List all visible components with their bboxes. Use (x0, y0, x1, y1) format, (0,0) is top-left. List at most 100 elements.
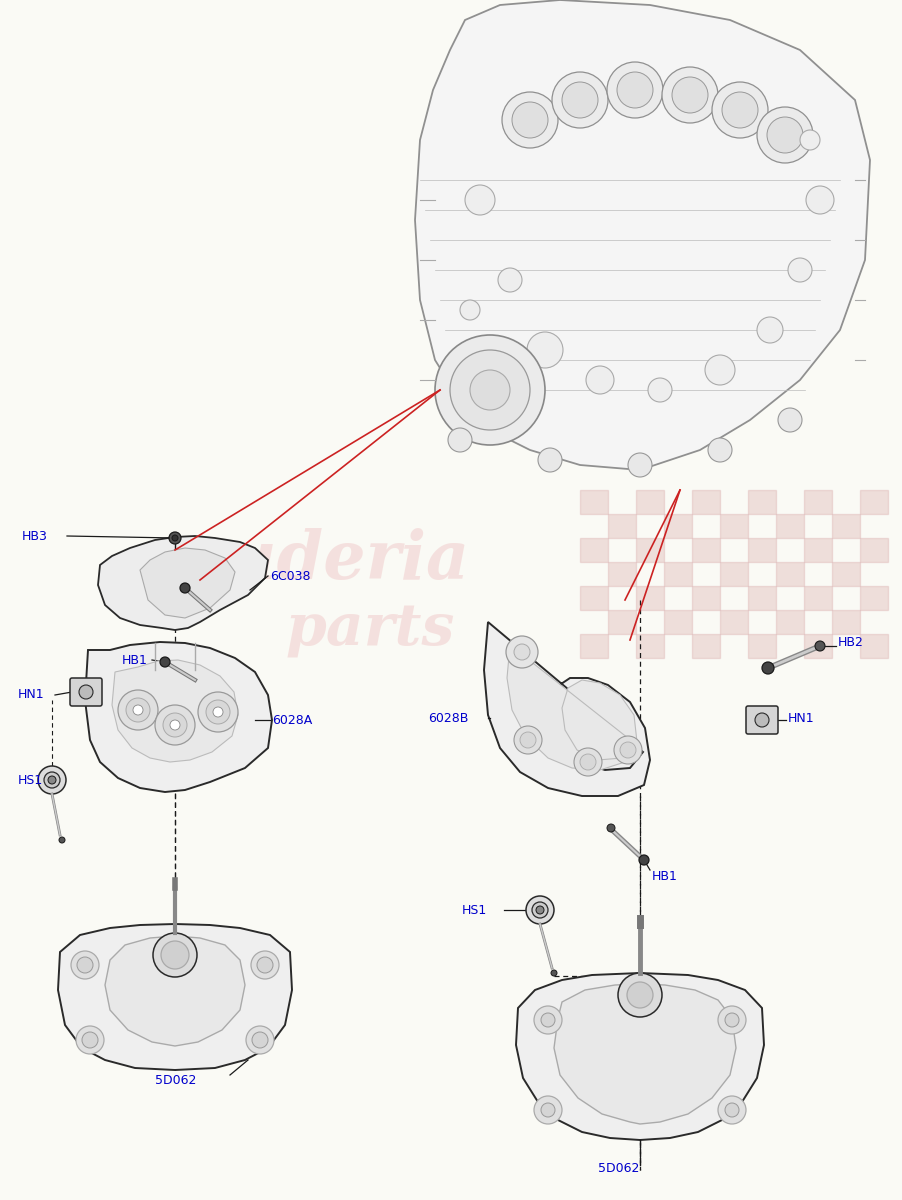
Circle shape (562, 82, 598, 118)
Circle shape (133, 704, 143, 715)
Circle shape (614, 736, 642, 764)
Circle shape (580, 754, 596, 770)
Circle shape (574, 748, 602, 776)
Bar (580, 634, 608, 658)
Bar (636, 586, 664, 610)
Text: 6028A: 6028A (272, 714, 312, 726)
Circle shape (206, 700, 230, 724)
Bar (664, 514, 692, 538)
Circle shape (470, 370, 510, 410)
Text: HS1: HS1 (18, 774, 43, 786)
Circle shape (512, 102, 548, 138)
Text: parts: parts (285, 601, 455, 659)
Circle shape (169, 532, 181, 544)
Circle shape (662, 67, 718, 122)
Circle shape (506, 636, 538, 668)
Circle shape (527, 332, 563, 368)
Circle shape (755, 713, 769, 727)
Circle shape (800, 130, 820, 150)
Circle shape (607, 824, 615, 832)
Bar (748, 586, 776, 610)
Bar (832, 610, 860, 634)
Circle shape (514, 644, 530, 660)
Text: HB1: HB1 (652, 870, 678, 882)
Circle shape (38, 766, 66, 794)
Circle shape (246, 1026, 274, 1054)
Polygon shape (58, 924, 292, 1070)
Circle shape (448, 428, 472, 452)
Circle shape (163, 713, 187, 737)
Bar (692, 490, 720, 514)
Circle shape (126, 698, 150, 722)
Circle shape (251, 950, 279, 979)
Circle shape (538, 448, 562, 472)
Bar (860, 490, 888, 514)
Circle shape (586, 366, 614, 394)
Circle shape (708, 438, 732, 462)
Circle shape (705, 355, 735, 385)
Bar (776, 610, 804, 634)
Polygon shape (415, 0, 870, 470)
Circle shape (672, 77, 708, 113)
Polygon shape (140, 548, 235, 618)
Circle shape (252, 1032, 268, 1048)
Text: HN1: HN1 (18, 689, 44, 702)
Circle shape (257, 958, 273, 973)
Bar (608, 610, 636, 634)
Circle shape (465, 185, 495, 215)
Circle shape (76, 1026, 104, 1054)
Circle shape (82, 1032, 98, 1048)
Circle shape (788, 258, 812, 282)
Bar (664, 562, 692, 586)
Circle shape (722, 92, 758, 128)
Polygon shape (507, 646, 637, 770)
Circle shape (77, 958, 93, 973)
Circle shape (628, 452, 652, 476)
Bar (692, 634, 720, 658)
Circle shape (180, 583, 190, 593)
Circle shape (551, 970, 557, 976)
Polygon shape (484, 622, 650, 796)
Circle shape (44, 772, 60, 788)
Text: 5D062: 5D062 (155, 1074, 197, 1086)
Circle shape (627, 982, 653, 1008)
Text: 6C038: 6C038 (270, 570, 310, 582)
Circle shape (450, 350, 530, 430)
Bar (804, 634, 832, 658)
Circle shape (155, 704, 195, 745)
Circle shape (534, 1096, 562, 1124)
Bar (608, 514, 636, 538)
Bar (776, 562, 804, 586)
Circle shape (757, 317, 783, 343)
Circle shape (648, 378, 672, 402)
Circle shape (532, 902, 548, 918)
Circle shape (161, 941, 189, 970)
Circle shape (767, 116, 803, 152)
Bar (664, 610, 692, 634)
Circle shape (639, 854, 649, 865)
Text: scuderia: scuderia (151, 528, 470, 593)
Circle shape (48, 776, 56, 784)
Bar (580, 586, 608, 610)
Circle shape (607, 62, 663, 118)
Bar (776, 514, 804, 538)
Circle shape (620, 742, 636, 758)
Text: HB1: HB1 (122, 654, 148, 666)
Text: HB3: HB3 (22, 529, 48, 542)
Circle shape (541, 1013, 555, 1027)
Bar (832, 562, 860, 586)
Circle shape (718, 1096, 746, 1124)
Circle shape (118, 690, 158, 730)
Circle shape (170, 720, 180, 730)
Circle shape (435, 335, 545, 445)
Bar (580, 490, 608, 514)
Bar (636, 490, 664, 514)
Circle shape (725, 1013, 739, 1027)
Polygon shape (85, 642, 272, 792)
Bar (608, 562, 636, 586)
Circle shape (815, 641, 825, 650)
Circle shape (725, 1103, 739, 1117)
Bar (692, 538, 720, 562)
Circle shape (552, 72, 608, 128)
Polygon shape (105, 936, 245, 1046)
